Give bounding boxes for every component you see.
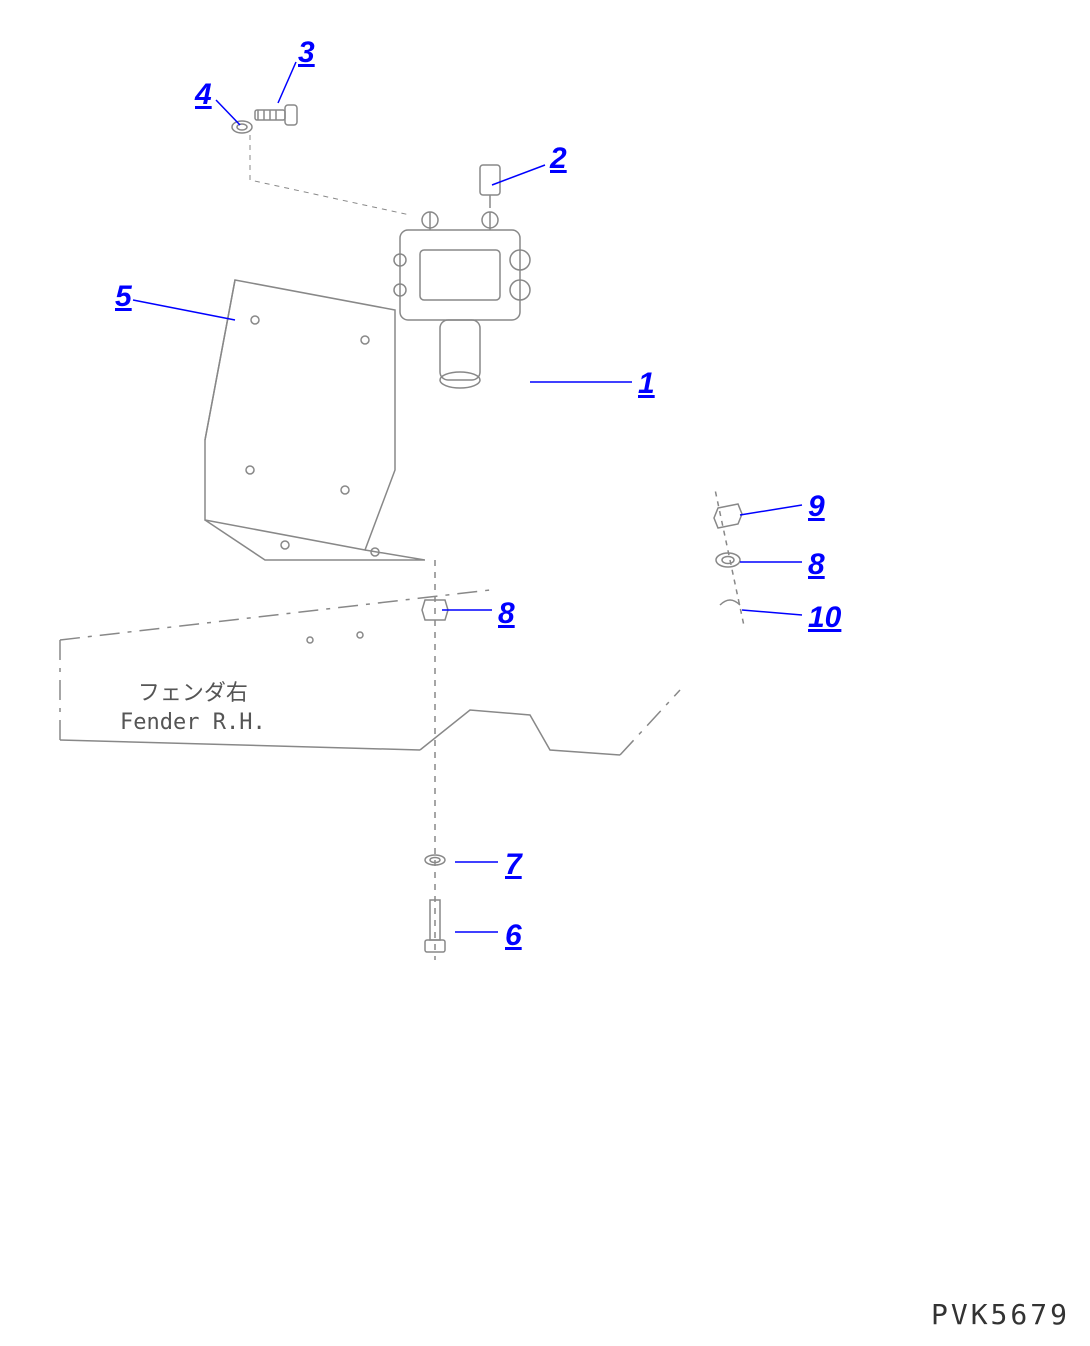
callout-4[interactable]: 4	[195, 78, 212, 112]
connector-line	[240, 130, 420, 230]
fender-label-jp: フェンダ右	[138, 681, 248, 706]
callout-1[interactable]: 1	[638, 367, 655, 401]
exploded-diagram: 1 2 3 4 5 6 7 8 8 9 10 フェンダ右 Fender R.H. PVK5679	[0, 0, 1090, 1346]
drawing-id: PVK5679	[931, 1298, 1070, 1331]
callout-2[interactable]: 2	[550, 142, 567, 176]
callout-8[interactable]: 8	[498, 597, 515, 631]
vertical-assembly	[410, 560, 460, 960]
callout-7[interactable]: 7	[505, 848, 522, 882]
callout-9[interactable]: 9	[808, 490, 825, 524]
fender-label-en: Fender R.H.	[120, 710, 266, 735]
callout-5[interactable]: 5	[115, 280, 132, 314]
callout-10[interactable]: 10	[808, 601, 841, 635]
callout-8[interactable]: 8	[808, 548, 825, 582]
bolt-part-3	[250, 95, 300, 135]
connector-part-2	[470, 160, 510, 210]
bracket-part-5	[195, 270, 425, 570]
callout-6[interactable]: 6	[505, 919, 522, 953]
fender-label: フェンダ右 Fender R.H.	[120, 680, 266, 737]
callout-3[interactable]: 3	[298, 36, 315, 70]
right-fasteners	[700, 490, 760, 630]
